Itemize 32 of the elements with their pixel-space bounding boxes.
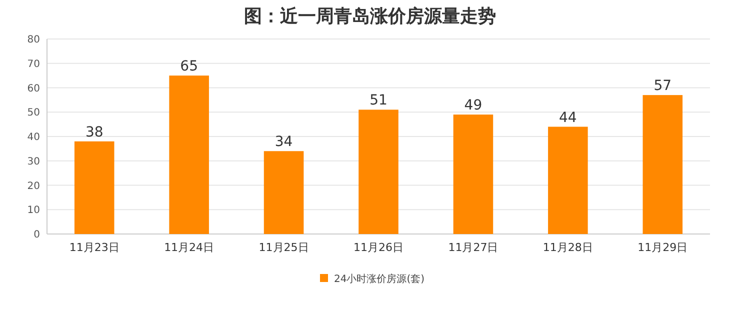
legend-label: 24小时涨价房源(套) xyxy=(334,273,425,285)
data-label: 44 xyxy=(559,110,577,126)
y-tick-label: 40 xyxy=(27,132,40,143)
x-tick-label: 11月26日 xyxy=(354,241,404,254)
data-label: 34 xyxy=(274,134,293,150)
bar xyxy=(548,126,588,234)
data-label: 49 xyxy=(464,98,482,114)
x-tick-label: 11月29日 xyxy=(638,241,688,254)
y-tick-label: 20 xyxy=(27,180,40,192)
x-tick-label: 11月27日 xyxy=(448,241,498,254)
bar xyxy=(358,110,398,234)
y-tick-label: 10 xyxy=(27,205,40,216)
bar xyxy=(169,76,209,234)
bar xyxy=(453,114,494,234)
bar xyxy=(642,95,683,234)
bar xyxy=(74,141,114,234)
data-label: 57 xyxy=(654,78,672,94)
y-tick-label: 30 xyxy=(27,156,40,168)
data-label: 38 xyxy=(85,124,104,140)
x-tick-label: 11月23日 xyxy=(69,241,120,254)
y-tick-label: 0 xyxy=(34,230,40,240)
y-tick-label: 60 xyxy=(27,83,40,94)
x-tick-label: 11月24日 xyxy=(164,241,214,254)
chart-title: 图：近一周青岛涨价房源量走势 xyxy=(244,6,496,27)
data-label: 65 xyxy=(180,58,198,75)
x-tick-label: 11月25日 xyxy=(258,241,309,254)
bar xyxy=(264,151,304,234)
x-tick-label: 11月28日 xyxy=(542,241,593,254)
y-tick-label: 70 xyxy=(27,58,40,70)
y-tick-label: 50 xyxy=(27,108,40,119)
y-tick-label: 80 xyxy=(27,34,40,46)
data-label: 51 xyxy=(370,92,388,109)
